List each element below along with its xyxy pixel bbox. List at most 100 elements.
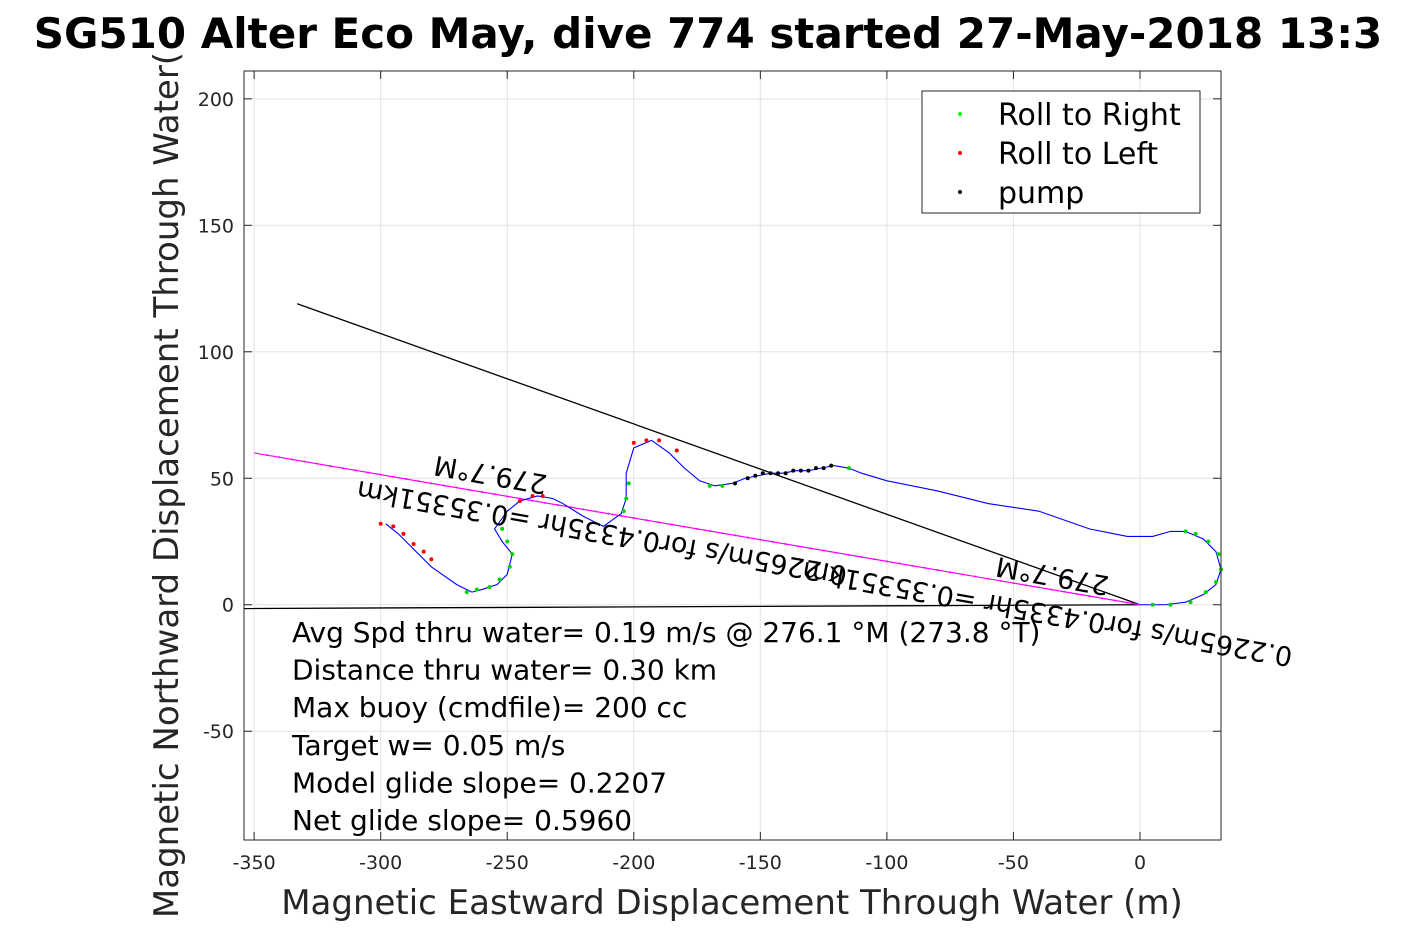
reference-line-marker <box>417 480 420 483</box>
roll-left-point <box>517 499 522 504</box>
legend-label: Roll to Left <box>998 137 1158 172</box>
reference-line-marker <box>708 530 711 533</box>
reference-line-marker <box>835 551 838 554</box>
x-axis-label: Magnetic Eastward Displacement Through W… <box>281 883 1183 923</box>
reference-line-marker <box>645 519 648 522</box>
reference-line-marker <box>911 564 914 567</box>
reference-line-marker <box>999 579 1002 582</box>
roll-right-point <box>1183 529 1188 534</box>
roll-left-point <box>401 531 406 536</box>
pump-point <box>829 463 834 468</box>
reference-line-marker <box>518 497 521 500</box>
x-axis-ticks: -350 -300 -250 -200 -150 -100 -50 0 <box>233 71 1146 874</box>
pump-point <box>791 468 796 473</box>
reference-line-marker <box>683 525 686 528</box>
roll-left-point <box>429 557 434 562</box>
reference-line-marker <box>898 562 901 565</box>
reference-line-marker <box>974 575 977 578</box>
reference-line-marker <box>936 569 939 572</box>
legend-box <box>921 90 1201 214</box>
reference-line-marker <box>493 493 496 496</box>
roll-right-point <box>464 590 469 595</box>
roll-right-point <box>624 496 629 501</box>
x-tick-label: -200 <box>612 852 655 874</box>
reference-line-marker <box>1025 584 1028 587</box>
reference-line-marker <box>670 523 673 526</box>
reference-line-marker <box>265 454 268 457</box>
pump-point <box>806 468 811 473</box>
roll-right-point <box>1213 579 1218 584</box>
roll-right-point <box>1203 590 1208 595</box>
roll-left-point <box>674 448 679 453</box>
reference-line-marker <box>847 553 850 556</box>
stat-line: Target w= 0.05 m/s <box>291 729 565 762</box>
y-axis-label: Magnetic Northward Displacement Through … <box>147 52 187 918</box>
stat-line: Model glide slope= 0.2207 <box>292 766 667 799</box>
pump-point <box>814 466 819 471</box>
roll-right-point <box>621 509 626 514</box>
y-tick-label: 100 <box>198 342 234 364</box>
roll-right-point <box>846 466 851 471</box>
reference-line-marker <box>329 464 332 467</box>
reference-line-marker <box>480 490 483 493</box>
reference-line-marker <box>442 484 445 487</box>
reference-line-marker <box>582 508 585 511</box>
reference-line-marker <box>1101 597 1104 600</box>
glider-track <box>385 439 1222 606</box>
pump-point <box>776 471 781 476</box>
roll-left-point <box>631 440 636 445</box>
reference-line-marker <box>354 469 357 472</box>
pump-point <box>733 481 738 486</box>
roll-left-point <box>530 493 535 498</box>
y-tick-label: 200 <box>198 89 234 111</box>
reference-line-marker <box>1037 586 1040 589</box>
x-tick-label: -100 <box>865 852 908 874</box>
reference-line-marker <box>316 462 319 465</box>
reference-line-marker <box>961 573 964 576</box>
roll-right-point <box>720 483 725 488</box>
roll-right-point <box>507 564 512 569</box>
roll-right-point <box>1216 552 1221 557</box>
stat-line: Max buoy (cmdfile)= 200 cc <box>292 691 687 724</box>
reference-line-marker <box>1088 595 1091 598</box>
legend-items: Roll to Right Roll to Left pump <box>958 98 1181 211</box>
roll-left-point <box>378 521 383 526</box>
y-tick-label: 0 <box>222 595 234 617</box>
roll-left-point <box>644 438 649 443</box>
x-tick-label: -350 <box>233 852 276 874</box>
pump-point <box>745 476 750 481</box>
roll-left-point <box>657 438 662 443</box>
x-tick-label: 0 <box>1134 852 1146 874</box>
reference-line-marker <box>809 547 812 550</box>
y-tick-label: -50 <box>203 721 234 743</box>
reference-line-marker <box>696 527 699 530</box>
reference-line-marker <box>430 482 433 485</box>
reference-line-marker <box>404 477 407 480</box>
pump-point <box>753 473 758 478</box>
legend-label: pump <box>998 176 1084 211</box>
reference-line-marker <box>620 514 623 517</box>
pump-point <box>798 468 803 473</box>
reference-line-marker <box>923 566 926 569</box>
reference-line-marker <box>607 512 610 515</box>
x-tick-label: -300 <box>359 852 402 874</box>
reference-line-marker <box>746 536 749 539</box>
reference-line-marker <box>468 488 471 491</box>
legend-label: Roll to Right <box>998 98 1181 133</box>
dive-stats: Avg Spd thru water= 0.19 m/s @ 276.1 °M … <box>291 616 1040 837</box>
legend-marker <box>958 190 962 194</box>
pump-point <box>768 471 773 476</box>
reference-line-marker <box>303 460 306 463</box>
x-tick-label: -250 <box>486 852 529 874</box>
reference-line-marker <box>885 560 888 563</box>
reference-line-marker <box>544 501 547 504</box>
reference-line-marker <box>1063 590 1066 593</box>
reference-line-marker <box>392 475 395 478</box>
reference-line <box>296 303 1141 606</box>
reference-line-marker <box>506 495 509 498</box>
chart-title: SG510 Alter Eco May, dive 774 started 27… <box>34 9 1383 58</box>
reference-line-marker <box>1126 601 1129 604</box>
reference-line <box>243 604 1141 610</box>
roll-right-point <box>510 552 515 557</box>
